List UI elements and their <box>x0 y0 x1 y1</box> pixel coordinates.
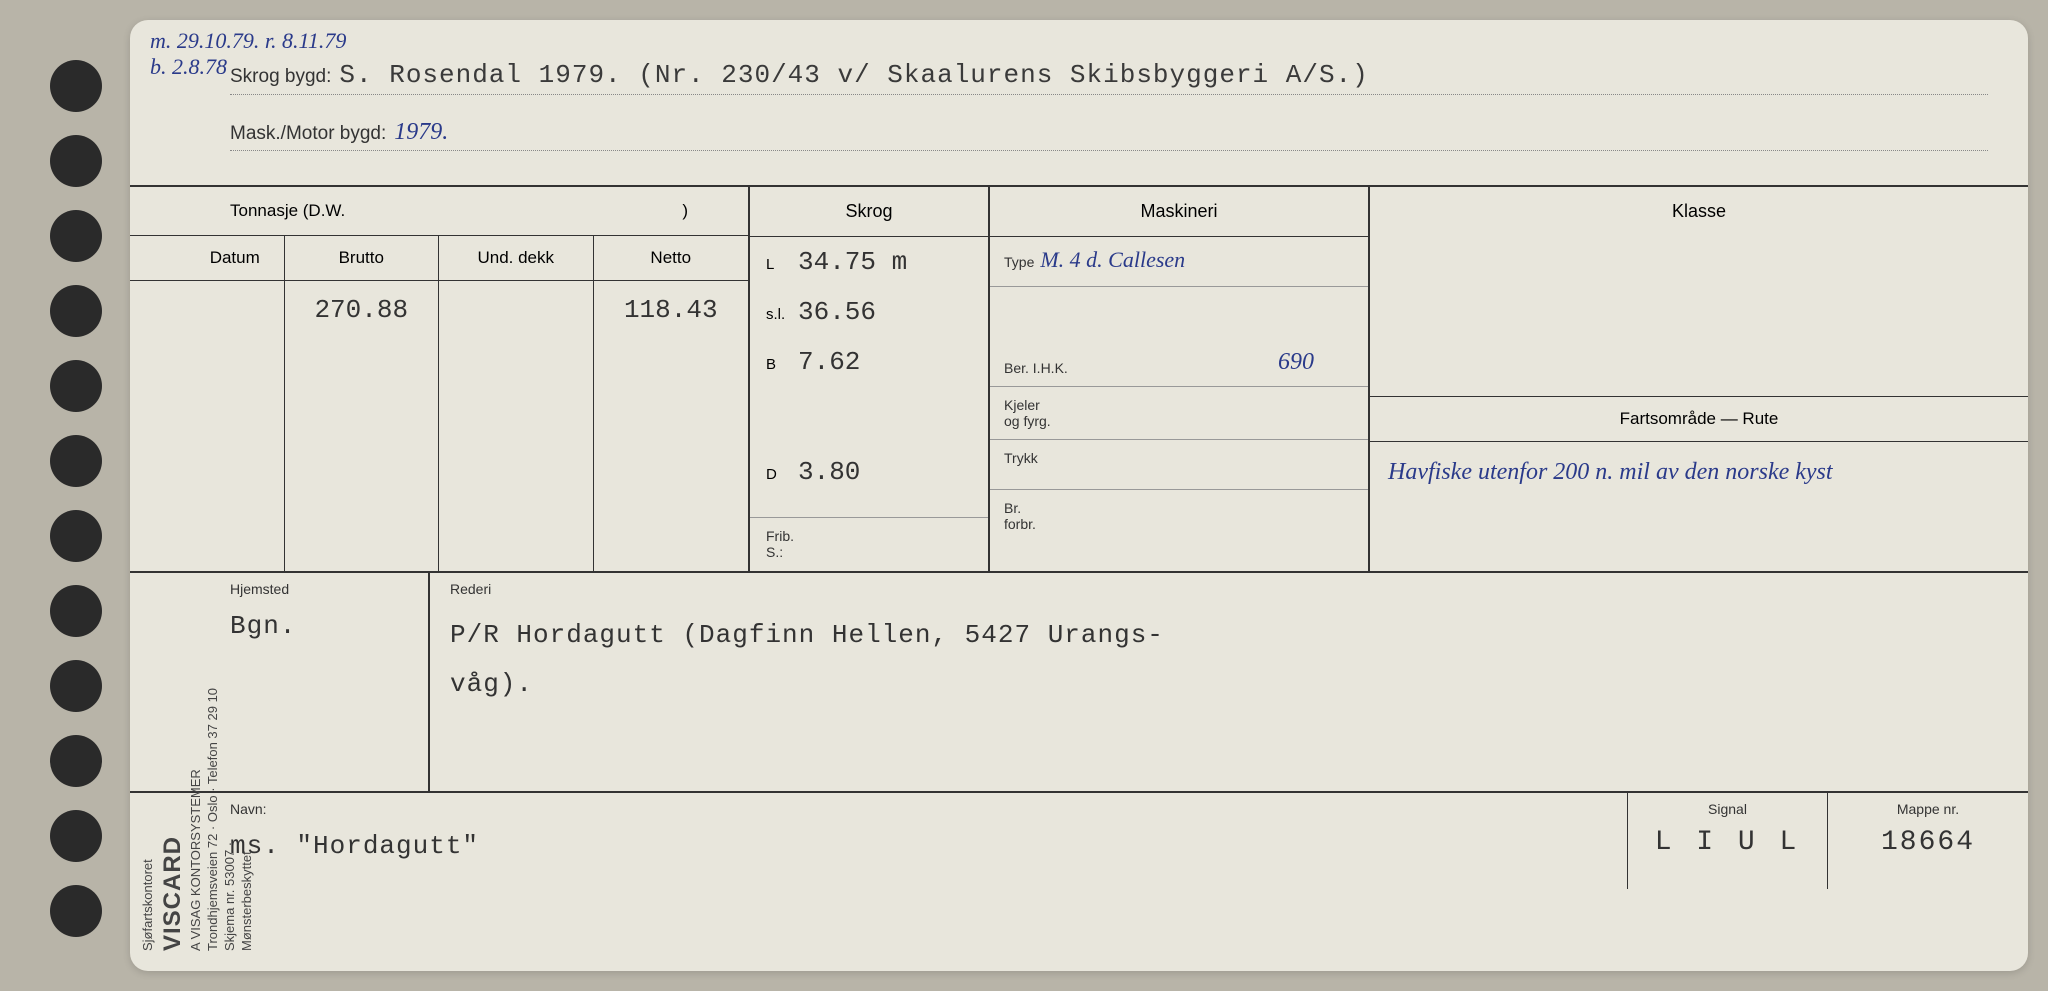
tonnasje-paren: ) <box>682 201 688 221</box>
col-netto: Netto <box>594 236 749 280</box>
dim-D: D 3.80 <box>750 447 988 497</box>
dim-L: L 34.75 m <box>750 237 988 287</box>
signal-value: L I U L <box>1646 827 1809 858</box>
dim-L-value: 34.75 m <box>798 247 907 277</box>
footer-grid: Navn: ms. "Hordagutt" Signal L I U L Map… <box>130 793 2028 889</box>
ber-ihk-row: Ber. I.H.K. 690 <box>990 287 1368 387</box>
col-brutto: Brutto <box>285 236 440 280</box>
col-und-dekk: Und. dekk <box>439 236 594 280</box>
dim-sl-value: 36.56 <box>798 297 876 327</box>
handwritten-dates: m. 29.10.79. r. 8.11.79 b. 2.8.78 <box>150 28 346 80</box>
br-forbr-row: Br. forbr. <box>990 490 1368 542</box>
sidebar-skjema: Skjema nr. 53007 · <box>222 140 239 951</box>
dim-sl: s.l. 36.56 <box>750 287 988 337</box>
navn-value: ms. "Hordagutt" <box>230 831 1609 861</box>
klasse-header: Klasse <box>1370 187 2028 236</box>
punch-hole <box>50 585 102 637</box>
frib-row: Frib. S.: <box>750 517 988 570</box>
viscard-logo: VISCARD <box>157 140 188 951</box>
rederi-label: Rederi <box>450 581 2008 597</box>
trykk-row: Trykk <box>990 440 1368 490</box>
sidebar-line2: Trondhjemsveien 72 · Oslo · Telefon 37 2… <box>205 140 222 951</box>
ber-ihk-label: Ber. I.H.K. <box>1004 360 1068 376</box>
dim-B-value: 7.62 <box>798 347 860 377</box>
punch-hole <box>50 360 102 412</box>
punch-hole <box>50 135 102 187</box>
mask-motor-row: Mask./Motor bygd: 1979. <box>230 119 1988 151</box>
mask-motor-value: 1979. <box>394 119 448 146</box>
trykk-label: Trykk <box>1004 450 1038 466</box>
sidebar-monster: Mønsterbeskyttet <box>239 140 256 951</box>
dim-B-label: B <box>766 356 790 373</box>
type-label: Type <box>1004 254 1034 270</box>
punch-hole <box>50 735 102 787</box>
dim-sl-label: s.l. <box>766 306 790 323</box>
signal-cell: Signal L I U L <box>1628 793 1828 889</box>
punch-hole <box>50 510 102 562</box>
punch-hole <box>50 60 102 112</box>
maskineri-header: Maskineri <box>990 187 1368 237</box>
navn-label: Navn: <box>230 801 1609 817</box>
sidebar-sjofart: Sjøfartskontoret <box>140 140 157 951</box>
mappe-value: 18664 <box>1846 827 2010 858</box>
netto-value: 118.43 <box>594 281 749 339</box>
main-grid: Tonnasje (D.W. ) Datum Brutto Und. dekk … <box>130 187 2028 573</box>
index-card: Sjøfartskontoret VISCARD A VISAG KONTORS… <box>130 20 2028 971</box>
punch-hole <box>50 885 102 937</box>
hjemsted-label: Hjemsted <box>230 581 412 597</box>
skrog-block: Skrog L 34.75 m s.l. 36.56 B 7.62 D 3.80 <box>750 187 990 571</box>
type-value: M. 4 d. Callesen <box>1040 247 1185 273</box>
fartsomrade-value: Havfiske utenfor 200 n. mil av den norsk… <box>1370 442 2028 504</box>
punch-hole <box>50 285 102 337</box>
vertical-sidebar: Sjøfartskontoret VISCARD A VISAG KONTORS… <box>140 140 220 951</box>
punch-hole <box>50 810 102 862</box>
kjeler-label: Kjeler og fyrg. <box>1004 397 1051 429</box>
fartsomrade-label: Fartsområde — Rute <box>1370 396 2028 442</box>
mappe-label: Mappe nr. <box>1846 801 2010 817</box>
skrog-header: Skrog <box>750 187 988 237</box>
punch-hole <box>50 210 102 262</box>
punch-hole-strip <box>20 20 130 971</box>
kjeler-row: Kjeler og fyrg. <box>990 387 1368 440</box>
br-forbr-label: Br. forbr. <box>1004 500 1036 532</box>
frib-label: Frib. S.: <box>766 528 794 560</box>
punch-hole <box>50 660 102 712</box>
punch-hole <box>50 435 102 487</box>
card-wrapper: Sjøfartskontoret VISCARD A VISAG KONTORS… <box>20 20 2028 971</box>
brutto-value: 270.88 <box>285 281 440 339</box>
lower-grid: Hjemsted Bgn. Rederi P/R Hordagutt (Dagf… <box>130 573 2028 793</box>
dim-B: B 7.62 <box>750 337 988 387</box>
dim-D-value: 3.80 <box>798 457 860 487</box>
header-section: Skrog bygd: S. Rosendal 1979. (Nr. 230/4… <box>130 20 2028 187</box>
sidebar-line1: A VISAG KONTORSYSTEMER <box>188 140 205 951</box>
skrog-bygd-value: S. Rosendal 1979. (Nr. 230/43 v/ Skaalur… <box>339 60 1368 90</box>
type-row: Type M. 4 d. Callesen <box>990 237 1368 287</box>
ber-ihk-value: 690 <box>1278 349 1314 376</box>
rederi-block: Rederi P/R Hordagutt (Dagfinn Hellen, 54… <box>430 573 2028 791</box>
maskineri-block: Maskineri Type M. 4 d. Callesen Ber. I.H… <box>990 187 1370 571</box>
navn-cell: Navn: ms. "Hordagutt" <box>130 793 1628 889</box>
klasse-block: Klasse Fartsområde — Rute Havfiske utenf… <box>1370 187 2028 571</box>
mappe-cell: Mappe nr. 18664 <box>1828 793 2028 889</box>
skrog-bygd-row: Skrog bygd: S. Rosendal 1979. (Nr. 230/4… <box>230 60 1988 95</box>
hjemsted-value: Bgn. <box>230 611 412 641</box>
dim-L-label: L <box>766 256 790 273</box>
signal-label: Signal <box>1646 801 1809 817</box>
klasse-empty <box>1370 236 2028 396</box>
dim-spacer <box>750 387 988 447</box>
und-dekk-value <box>439 281 594 339</box>
rederi-value: P/R Hordagutt (Dagfinn Hellen, 5427 Uran… <box>450 611 2008 710</box>
dim-D-label: D <box>766 466 790 483</box>
